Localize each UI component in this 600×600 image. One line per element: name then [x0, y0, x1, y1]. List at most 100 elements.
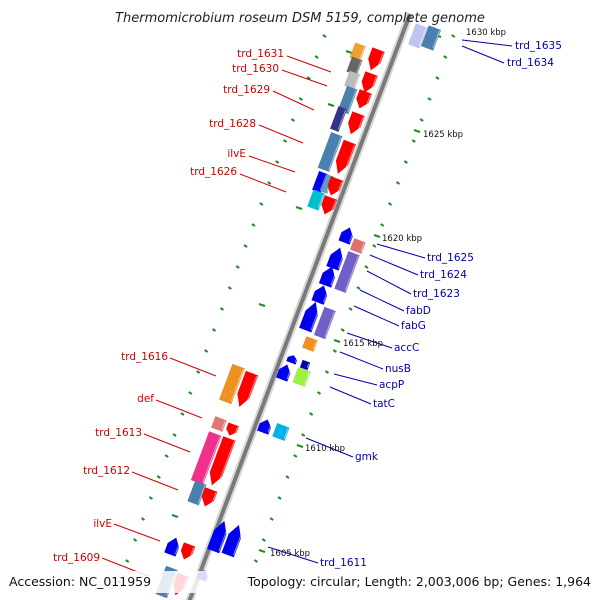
tick-mark — [372, 244, 377, 248]
map-title: Thermomicrobium roseum DSM 5159, complet… — [115, 11, 485, 26]
gene-def[interactable] — [210, 415, 227, 433]
gene-trd-1626[interactable] — [306, 189, 326, 211]
scale-mark: 1625 kbp — [423, 130, 463, 140]
tick-mark — [435, 76, 440, 80]
tick-mark — [314, 55, 319, 59]
leader-line — [248, 155, 296, 173]
gene-arrow[interactable] — [353, 88, 373, 110]
tick-mark — [148, 496, 153, 500]
reverse-gene-label[interactable]: trd_1611 — [320, 557, 367, 569]
forward-gene-label[interactable]: trd_1609 — [53, 552, 100, 564]
gene-fabD[interactable] — [298, 300, 322, 333]
leader-line — [346, 332, 393, 349]
forward-gene-label[interactable]: trd_1630 — [232, 63, 279, 75]
gene-nusB[interactable] — [285, 353, 298, 365]
leader-line — [333, 373, 378, 386]
tick-mark — [277, 496, 282, 500]
gene-trd-1629b[interactable] — [329, 105, 348, 133]
leader-line — [272, 90, 315, 111]
gene-trd-1630[interactable] — [346, 56, 363, 76]
gene-fabG[interactable] — [313, 306, 337, 340]
gene-trd-1612[interactable] — [187, 480, 207, 506]
gene-arrow[interactable] — [345, 111, 365, 136]
gene-trd-1611[interactable] — [206, 519, 230, 554]
gene-trd-1611b[interactable] — [221, 523, 245, 558]
gene-arrow[interactable] — [199, 486, 218, 508]
tick-mark — [261, 538, 266, 542]
tick-mark — [235, 265, 240, 269]
forward-gene-label[interactable]: ilvE — [227, 148, 246, 160]
forward-gene-label[interactable]: trd_1631 — [237, 48, 284, 60]
reverse-gene-label[interactable]: accC — [394, 342, 419, 354]
leader-line — [369, 254, 419, 276]
reverse-gene-label[interactable]: gmk — [355, 451, 379, 463]
reverse-gene-label[interactable]: trd_1623 — [413, 288, 460, 300]
reverse-gene-label[interactable]: trd_1625 — [427, 252, 474, 264]
tick-mark — [380, 223, 385, 227]
gene-accC[interactable] — [301, 335, 319, 353]
gene-arrow[interactable] — [325, 175, 344, 197]
forward-gene-label[interactable]: trd_1612 — [83, 465, 130, 477]
gene-arrow[interactable] — [233, 370, 259, 409]
gene-trd-1630b[interactable] — [343, 70, 361, 90]
gene-nusB-b[interactable] — [299, 359, 311, 371]
gene-rev[interactable] — [311, 283, 331, 306]
gene-gmk-b[interactable] — [272, 422, 290, 442]
reverse-gene-label[interactable]: fabD — [406, 305, 431, 317]
tick-mark — [227, 286, 232, 290]
gene-arrow[interactable] — [319, 194, 338, 216]
forward-gene-label[interactable]: trd_1626 — [190, 166, 237, 178]
forward-gene-label[interactable]: trd_1616 — [121, 351, 168, 363]
reverse-gene-label[interactable]: trd_1624 — [420, 269, 467, 281]
gene-trd-1625[interactable] — [349, 237, 366, 255]
backbone-line — [187, 13, 412, 600]
leader-line — [461, 39, 513, 47]
gene-trd-1613[interactable] — [190, 431, 222, 485]
gene-trd-1628[interactable] — [317, 131, 343, 173]
tick-mark — [290, 118, 295, 122]
gene-trd-1631[interactable] — [349, 42, 367, 62]
reverse-gene-label[interactable]: trd_1635 — [515, 40, 562, 52]
reverse-gene-label[interactable]: trd_1634 — [507, 57, 554, 69]
gene-tatC[interactable] — [292, 366, 311, 388]
reverse-gene-label[interactable]: nusB — [385, 363, 411, 375]
leader-line — [169, 357, 217, 377]
gene-gmk[interactable] — [256, 417, 273, 435]
gene-rev[interactable] — [326, 245, 346, 271]
gene-trd-1635[interactable] — [407, 23, 428, 49]
reverse-gene-label[interactable]: acpP — [379, 379, 404, 391]
major-tick — [413, 128, 421, 134]
reverse-gene-label[interactable]: fabG — [401, 320, 426, 332]
tick-mark — [427, 97, 432, 101]
gene-trd-1634[interactable] — [420, 25, 442, 51]
leader-line — [113, 523, 161, 542]
reverse-gene-label[interactable]: tatC — [373, 398, 395, 410]
gene-arrow[interactable] — [365, 47, 385, 72]
tick-mark — [133, 538, 138, 542]
forward-gene-label[interactable]: def — [137, 393, 154, 405]
tick-mark — [419, 118, 424, 122]
tick-mark — [388, 202, 393, 206]
gene-ilvE-2[interactable] — [163, 535, 182, 557]
gene-arrow[interactable] — [332, 139, 357, 176]
major-tick — [333, 338, 341, 344]
leader-line — [339, 351, 384, 370]
forward-gene-label[interactable]: trd_1628 — [209, 118, 256, 130]
gene-arrow[interactable] — [206, 435, 236, 487]
leader-line — [286, 55, 332, 73]
tick-mark — [125, 559, 130, 563]
gene-trd-1624[interactable] — [334, 250, 361, 294]
forward-gene-label[interactable]: ilvE — [93, 518, 112, 530]
gene-arrow[interactable] — [358, 71, 378, 94]
gene-trd-1616[interactable] — [218, 363, 246, 405]
gene-rev[interactable] — [318, 264, 338, 288]
gene-arrow[interactable] — [178, 542, 196, 561]
gene-arrow[interactable] — [224, 422, 240, 437]
forward-gene-label[interactable]: trd_1629 — [223, 84, 270, 96]
gene-rev[interactable] — [338, 225, 356, 245]
gene-acpP[interactable] — [275, 362, 293, 382]
tick-mark — [219, 307, 224, 311]
forward-gene-label[interactable]: trd_1613 — [95, 427, 142, 439]
label-leader-lines — [101, 39, 513, 577]
